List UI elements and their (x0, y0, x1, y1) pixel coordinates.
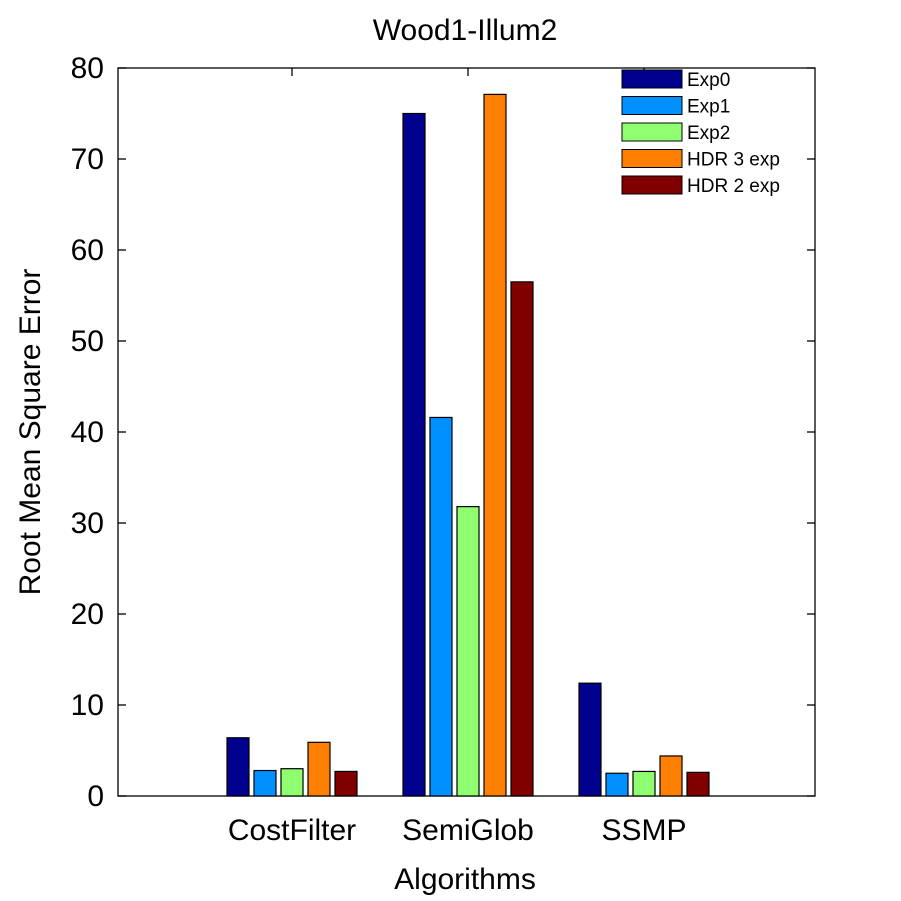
legend-label: HDR 3 exp (687, 150, 780, 171)
bar-exp1 (605, 772, 629, 797)
bar-exp0 (578, 682, 602, 797)
plot-area: 0 10 20 30 40 50 60 70 80 CostFilter SemiGlob SSMP (71, 52, 816, 847)
legend-swatch (621, 96, 683, 115)
bar-exp1 (253, 769, 277, 797)
legend-label: Exp2 (687, 123, 730, 144)
bar-hdr-3-exp (307, 741, 331, 797)
bar-exp2 (280, 768, 304, 797)
x-tick-label: CostFilter (228, 814, 356, 847)
y-tick-label: 30 (71, 507, 104, 540)
y-tick-label: 20 (71, 598, 104, 631)
bar-hdr-2-exp (334, 770, 358, 797)
y-tick-label: 10 (71, 689, 104, 722)
bar-exp1 (429, 416, 453, 797)
chart-title: Wood1-Illum2 (373, 14, 558, 47)
y-tick-label: 50 (71, 325, 104, 358)
bar-hdr-2-exp (686, 771, 710, 797)
y-tick-label: 70 (71, 143, 104, 176)
x-tick-label: SSMP (601, 814, 686, 847)
legend-label: Exp0 (687, 70, 730, 91)
bar-exp0 (402, 112, 426, 797)
y-tick-label: 80 (71, 52, 104, 85)
y-axis-label: Root Mean Square Error (14, 269, 47, 596)
x-axis-label: Algorithms (394, 863, 536, 896)
legend-swatch (621, 69, 683, 89)
x-tick-label: SemiGlob (402, 814, 534, 847)
y-tick-label: 0 (87, 780, 104, 813)
bar-hdr-3-exp (483, 93, 507, 797)
legend-label: HDR 2 exp (687, 176, 780, 197)
legend-label: Exp1 (687, 97, 730, 118)
bar-exp2 (632, 770, 656, 797)
bar-hdr-2-exp (510, 281, 534, 797)
legend-swatch (621, 122, 683, 142)
y-tick-label: 60 (71, 234, 104, 267)
y-tick-label: 40 (71, 416, 104, 449)
legend: Exp0 Exp1 Exp2 HDR 3 exp HDR 2 exp (621, 69, 780, 197)
bar-exp2 (456, 506, 480, 797)
legend-swatch (621, 149, 683, 168)
legend-swatch (621, 175, 683, 195)
bar-exp0 (226, 737, 250, 797)
bar-hdr-3-exp (659, 755, 683, 797)
